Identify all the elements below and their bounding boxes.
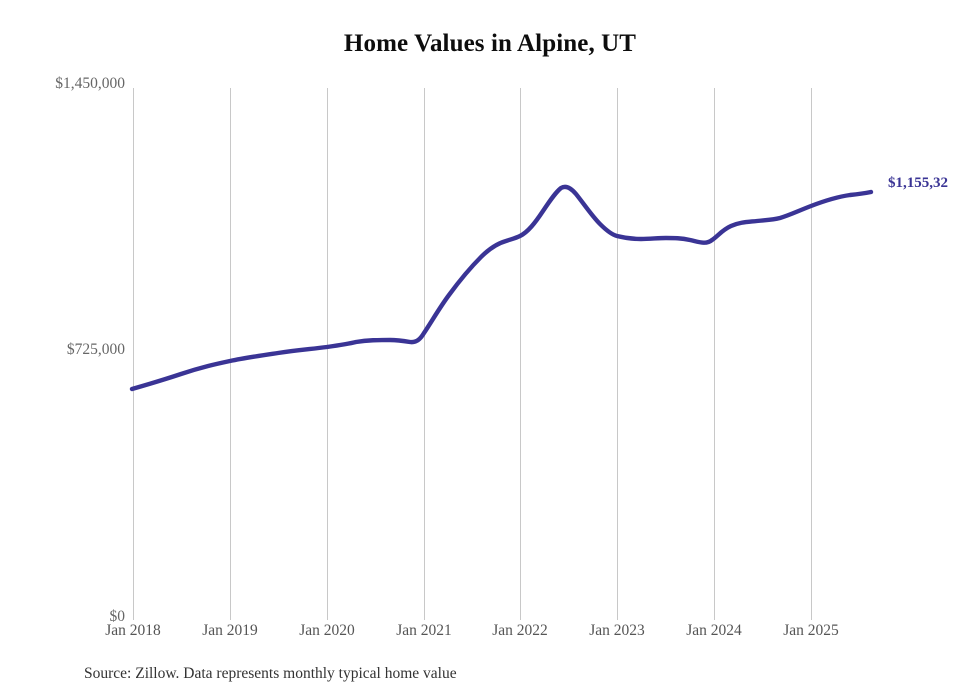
chart-title: Home Values in Alpine, UT [343, 30, 637, 57]
y-axis-tick-label-zero: $0 [109, 608, 126, 625]
gridline-jan-2018 [133, 88, 134, 620]
x-axis-tick-label-jan-2020: Jan 2020 [299, 622, 355, 639]
x-axis-tick-label-jan-2019: Jan 2019 [202, 622, 258, 639]
gridline-jan-2019 [230, 88, 231, 620]
x-axis-tick-label-jan-2024: Jan 2024 [686, 622, 742, 639]
x-axis-tick-label-jan-2025: Jan 2025 [783, 622, 839, 639]
source-footnote: Source: Zillow. Data represents monthly … [84, 665, 457, 682]
x-axis-tick-label-jan-2023: Jan 2023 [589, 622, 645, 639]
y-axis-tick-label-mid: $725,000 [66, 341, 125, 358]
gridline-jan-2025 [811, 88, 812, 620]
x-axis-tick-label-jan-2021: Jan 2021 [396, 622, 452, 639]
series-line-typical-home-value [129, 184, 874, 392]
last-value-annotation: $1,155,32 [888, 175, 948, 191]
gridline-jan-2024 [714, 88, 715, 620]
y-axis-tick-label-max: $1,450,000 [55, 75, 125, 92]
gridline-jan-2020 [327, 88, 328, 620]
gridline-jan-2022 [520, 88, 521, 620]
gridline-jan-2021 [424, 88, 425, 620]
x-axis-tick-label-jan-2022: Jan 2022 [492, 622, 548, 639]
x-axis-tick-label-jan-2018: Jan 2018 [105, 622, 161, 639]
gridline-jan-2023 [617, 88, 618, 620]
plot-area [129, 88, 874, 620]
